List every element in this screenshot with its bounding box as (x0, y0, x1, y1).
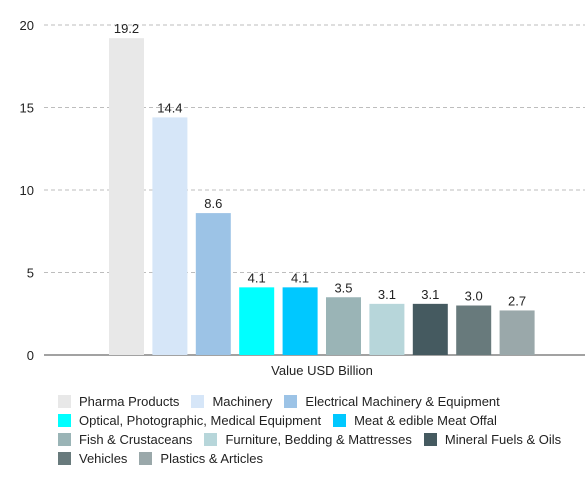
legend-swatch (58, 395, 71, 408)
bar (499, 310, 535, 355)
y-tick-label: 15 (20, 101, 34, 116)
legend-label: Electrical Machinery & Equipment (305, 394, 500, 409)
data-label: 14.4 (157, 100, 182, 115)
data-label: 4.1 (248, 270, 266, 285)
legend-row: Vehicles Plastics & Articles (58, 449, 578, 468)
y-axis-tick-labels: 0 5 10 15 20 (20, 18, 34, 363)
bar (195, 213, 231, 355)
legend-label: Optical, Photographic, Medical Equipment (79, 413, 322, 428)
data-label: 3.1 (421, 287, 439, 302)
legend-item: Optical, Photographic, Medical Equipment (58, 411, 321, 430)
legend-swatch (58, 452, 71, 465)
legend-label: Pharma Products (79, 394, 180, 409)
data-label: 2.7 (508, 293, 526, 308)
legend-item: Machinery (191, 392, 272, 411)
bar (326, 297, 361, 355)
legend-swatch (333, 414, 347, 427)
legend-label: Plastics & Articles (160, 451, 264, 466)
y-tick-label: 10 (20, 183, 34, 198)
y-tick-label: 20 (20, 18, 34, 33)
legend-swatch (58, 433, 71, 446)
legend-label: Vehicles (79, 451, 128, 466)
legend-label: Fish & Crustaceans (79, 432, 193, 447)
legend-item: Meat & edible Meat Offal (333, 411, 497, 430)
legend-swatch (139, 452, 153, 465)
legend-row: Pharma Products Machinery Electrical Machi… (58, 392, 578, 411)
bar (456, 305, 492, 355)
legend-swatch (204, 433, 218, 446)
legend-item: Pharma Products (58, 392, 179, 411)
data-label: 3.0 (465, 289, 483, 304)
y-tick-label: 5 (27, 266, 34, 281)
legend-swatch (284, 395, 298, 408)
data-labels: 19.2 14.4 8.6 4.1 4.1 3.5 3.1 3.1 3.0 2.7 (114, 21, 526, 308)
legend-item: Furniture, Bedding & Mattresses (204, 430, 412, 449)
legend-label: Meat & edible Meat Offal (354, 413, 497, 428)
data-label: 19.2 (114, 21, 139, 36)
bar (239, 287, 275, 355)
bar-chart: 0 5 10 15 20 19.2 14.4 8.6 4.1 4.1 3.5 3.1 3.1 3.0 2.… (20, 18, 585, 378)
bar (369, 303, 405, 355)
data-label: 3.1 (378, 287, 396, 302)
legend-swatch (423, 433, 437, 446)
legend-row: Optical, Photographic, Medical Equipment… (58, 411, 578, 430)
legend-item: Vehicles (58, 449, 127, 468)
data-label: 8.6 (204, 196, 222, 211)
bar (109, 38, 144, 355)
legend-label: Machinery (212, 394, 273, 409)
legend-swatch (191, 395, 205, 408)
bars (109, 38, 535, 356)
legend-item: Fish & Crustaceans (58, 430, 192, 449)
data-label: 4.1 (291, 270, 309, 285)
legend-label: Furniture, Bedding & Mattresses (225, 432, 412, 447)
legend-item: Electrical Machinery & Equipment (284, 392, 500, 411)
legend-item: Mineral Fuels & Oils (423, 430, 562, 449)
bar (412, 303, 448, 355)
legend-label: Mineral Fuels & Oils (444, 432, 562, 447)
legend-item: Plastics & Articles (139, 449, 263, 468)
data-label: 3.5 (334, 280, 352, 295)
x-axis-title: Value USD Billion (271, 363, 373, 378)
legend: Pharma Products Machinery Electrical Machi… (58, 392, 578, 468)
bar (282, 287, 318, 355)
y-tick-label: 0 (27, 348, 34, 363)
bar (152, 117, 188, 356)
legend-row: Fish & Crustaceans Furniture, Bedding & M… (58, 430, 578, 449)
legend-swatch (58, 414, 71, 427)
